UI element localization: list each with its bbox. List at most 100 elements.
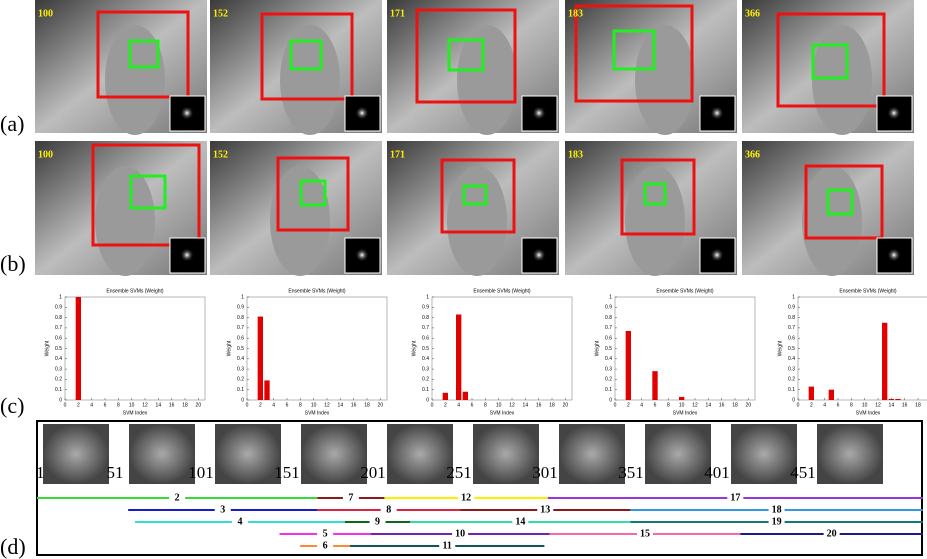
y-label: Weight — [411, 340, 417, 356]
y-tick-label: 0.5 — [55, 346, 62, 352]
x-tick-label: 12 — [142, 402, 148, 408]
bar — [889, 399, 894, 400]
y-tick-label: 0.7 — [237, 325, 244, 331]
face-frame: 351 — [618, 463, 644, 482]
chart-title: Ensemble SVMs (Weight) — [106, 288, 163, 294]
y-tick-label: 0.2 — [788, 377, 795, 383]
bar — [456, 315, 461, 400]
panel-label: (a) — [0, 111, 24, 136]
bar — [679, 397, 684, 400]
y-tick-label: 0.8 — [55, 315, 62, 321]
x-tick-label: 20 — [746, 402, 752, 408]
x-tick-label: 2 — [259, 402, 262, 408]
x-tick-label: 0 — [431, 402, 434, 408]
x-tick-label: 4 — [90, 402, 93, 408]
x-tick-label: 12 — [692, 402, 698, 408]
y-tick-label: 0.4 — [237, 356, 244, 362]
x-tick-label: 18 — [182, 402, 188, 408]
frame-number: 171 — [390, 149, 405, 160]
y-tick-label: 1 — [609, 294, 612, 300]
x-tick-label: 2 — [77, 402, 80, 408]
y-tick-label: 0.9 — [422, 305, 429, 311]
figure: (a)(b)(c)(d)1001521711833661001521711833… — [0, 0, 927, 559]
y-label: Weight — [594, 340, 600, 356]
face — [129, 424, 195, 484]
face-frame: 151 — [274, 463, 300, 482]
chart-title: Ensemble SVMs (Weight) — [656, 288, 713, 294]
y-tick-label: 0.1 — [55, 387, 62, 393]
y-tick-label: 0.5 — [422, 346, 429, 352]
bar — [809, 387, 814, 400]
y-tick-label: 0.8 — [605, 315, 612, 321]
x-tick-label: 16 — [536, 402, 542, 408]
track-label: 15 — [640, 528, 650, 539]
y-tick-label: 0.9 — [55, 305, 62, 311]
chart-title: Ensemble SVMs (Weight) — [473, 288, 530, 294]
y-tick-label: 0.6 — [605, 336, 612, 342]
face-frame: 251 — [446, 463, 472, 482]
y-tick-label: 1 — [792, 294, 795, 300]
y-tick-label: 0.6 — [788, 336, 795, 342]
face — [731, 424, 797, 484]
person — [635, 25, 695, 135]
plot-area — [65, 297, 205, 400]
x-tick-label: 10 — [311, 402, 317, 408]
bar — [895, 399, 900, 400]
chart-title: Ensemble SVMs (Weight) — [839, 288, 896, 294]
x-label: SVM Index — [305, 410, 330, 416]
x-tick-label: 16 — [351, 402, 357, 408]
y-tick-label: 0.8 — [788, 315, 795, 321]
response-peak — [887, 248, 901, 262]
bar — [258, 317, 263, 400]
x-tick-label: 8 — [299, 402, 302, 408]
face — [817, 424, 883, 484]
track-label: 19 — [772, 516, 782, 527]
response-peak — [355, 106, 369, 120]
y-tick-label: 0.1 — [788, 387, 795, 393]
x-tick-label: 6 — [837, 402, 840, 408]
track-label: 6 — [323, 540, 328, 551]
response-peak — [710, 106, 724, 120]
face-frame: 51 — [107, 463, 124, 482]
face — [43, 424, 109, 484]
response-peak — [180, 248, 194, 262]
x-tick-label: 4 — [640, 402, 643, 408]
track-label: 9 — [375, 516, 380, 527]
x-label: SVM Index — [123, 410, 148, 416]
x-tick-label: 6 — [471, 402, 474, 408]
response-peak — [532, 248, 546, 262]
y-tick-label: 0 — [59, 397, 62, 403]
x-tick-label: 2 — [627, 402, 630, 408]
y-tick-label: 1 — [241, 294, 244, 300]
y-tick-label: 0.3 — [605, 366, 612, 372]
x-tick-label: 18 — [732, 402, 738, 408]
face — [387, 424, 453, 484]
person — [812, 25, 872, 135]
y-tick-label: 0.3 — [422, 366, 429, 372]
x-tick-label: 10 — [862, 402, 868, 408]
x-tick-label: 8 — [850, 402, 853, 408]
y-tick-label: 0.8 — [237, 315, 244, 321]
x-tick-label: 18 — [549, 402, 555, 408]
x-tick-label: 18 — [915, 402, 921, 408]
track-label: 12 — [461, 492, 471, 503]
y-tick-label: 0.4 — [788, 356, 795, 362]
x-tick-label: 14 — [706, 402, 712, 408]
y-tick-label: 0.4 — [55, 356, 62, 362]
x-tick-label: 16 — [719, 402, 725, 408]
x-tick-label: 20 — [196, 402, 202, 408]
face-frame: 451 — [790, 463, 816, 482]
track-label: 18 — [772, 504, 782, 515]
y-tick-label: 0 — [792, 397, 795, 403]
x-tick-label: 0 — [614, 402, 617, 408]
y-tick-label: 0 — [426, 397, 429, 403]
x-tick-label: 10 — [679, 402, 685, 408]
frame-number: 183 — [568, 149, 583, 160]
face-frame: 401 — [704, 463, 730, 482]
y-tick-label: 0.1 — [237, 387, 244, 393]
bar — [76, 297, 81, 400]
track-label: 4 — [237, 516, 242, 527]
x-tick-label: 10 — [496, 402, 502, 408]
face-frame: 101 — [188, 463, 214, 482]
frame-number: 366 — [745, 8, 760, 19]
